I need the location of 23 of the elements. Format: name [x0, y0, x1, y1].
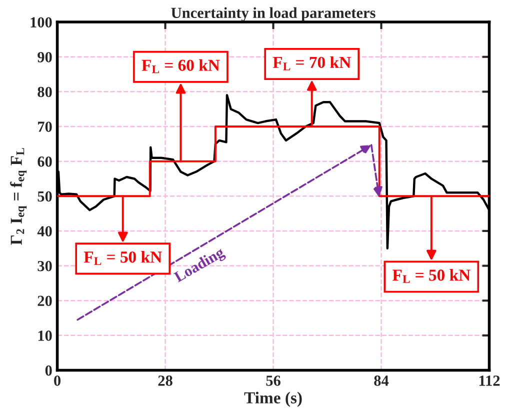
x-tick-label: 28 — [158, 376, 172, 386]
y-tick-label: 60 — [38, 156, 52, 167]
y-tick-label: 20 — [38, 296, 52, 306]
x-tick-label: 84 — [374, 376, 389, 386]
y-tick-label: 90 — [38, 52, 52, 62]
y-tick-label: 0 — [45, 365, 52, 376]
y-tick-label: 10 — [38, 330, 52, 341]
x-tick-label: 56 — [266, 376, 280, 386]
annotation: F$_{L}$ = 50 kN — [84, 250, 162, 265]
y-tick-label: 80 — [38, 86, 52, 98]
chart-title: Uncertainty in load parameters — [171, 7, 376, 22]
annotation: F$_{L}$ = 70 kN — [272, 56, 351, 70]
x-axis-title: Time (s) — [244, 392, 302, 407]
y-tick-label: 70 — [38, 122, 52, 132]
annotation: F$_{L}$ = 60 kN — [142, 59, 220, 74]
y-tick-label: 30 — [38, 260, 52, 272]
y-tick-label: 100 — [30, 17, 52, 28]
y-tick-label: 50 — [38, 191, 52, 202]
y-tick-label: 40 — [37, 226, 52, 236]
x-tick-label: 0 — [54, 376, 61, 386]
y-axis-title: Γ$_{2}$ I$_{eq}$ = f$_{eq}$ F$_{L}$ — [10, 148, 27, 245]
x-tick-label: 112 — [479, 376, 500, 386]
annotation: F$_{L}$ = 50 kN — [392, 269, 470, 283]
